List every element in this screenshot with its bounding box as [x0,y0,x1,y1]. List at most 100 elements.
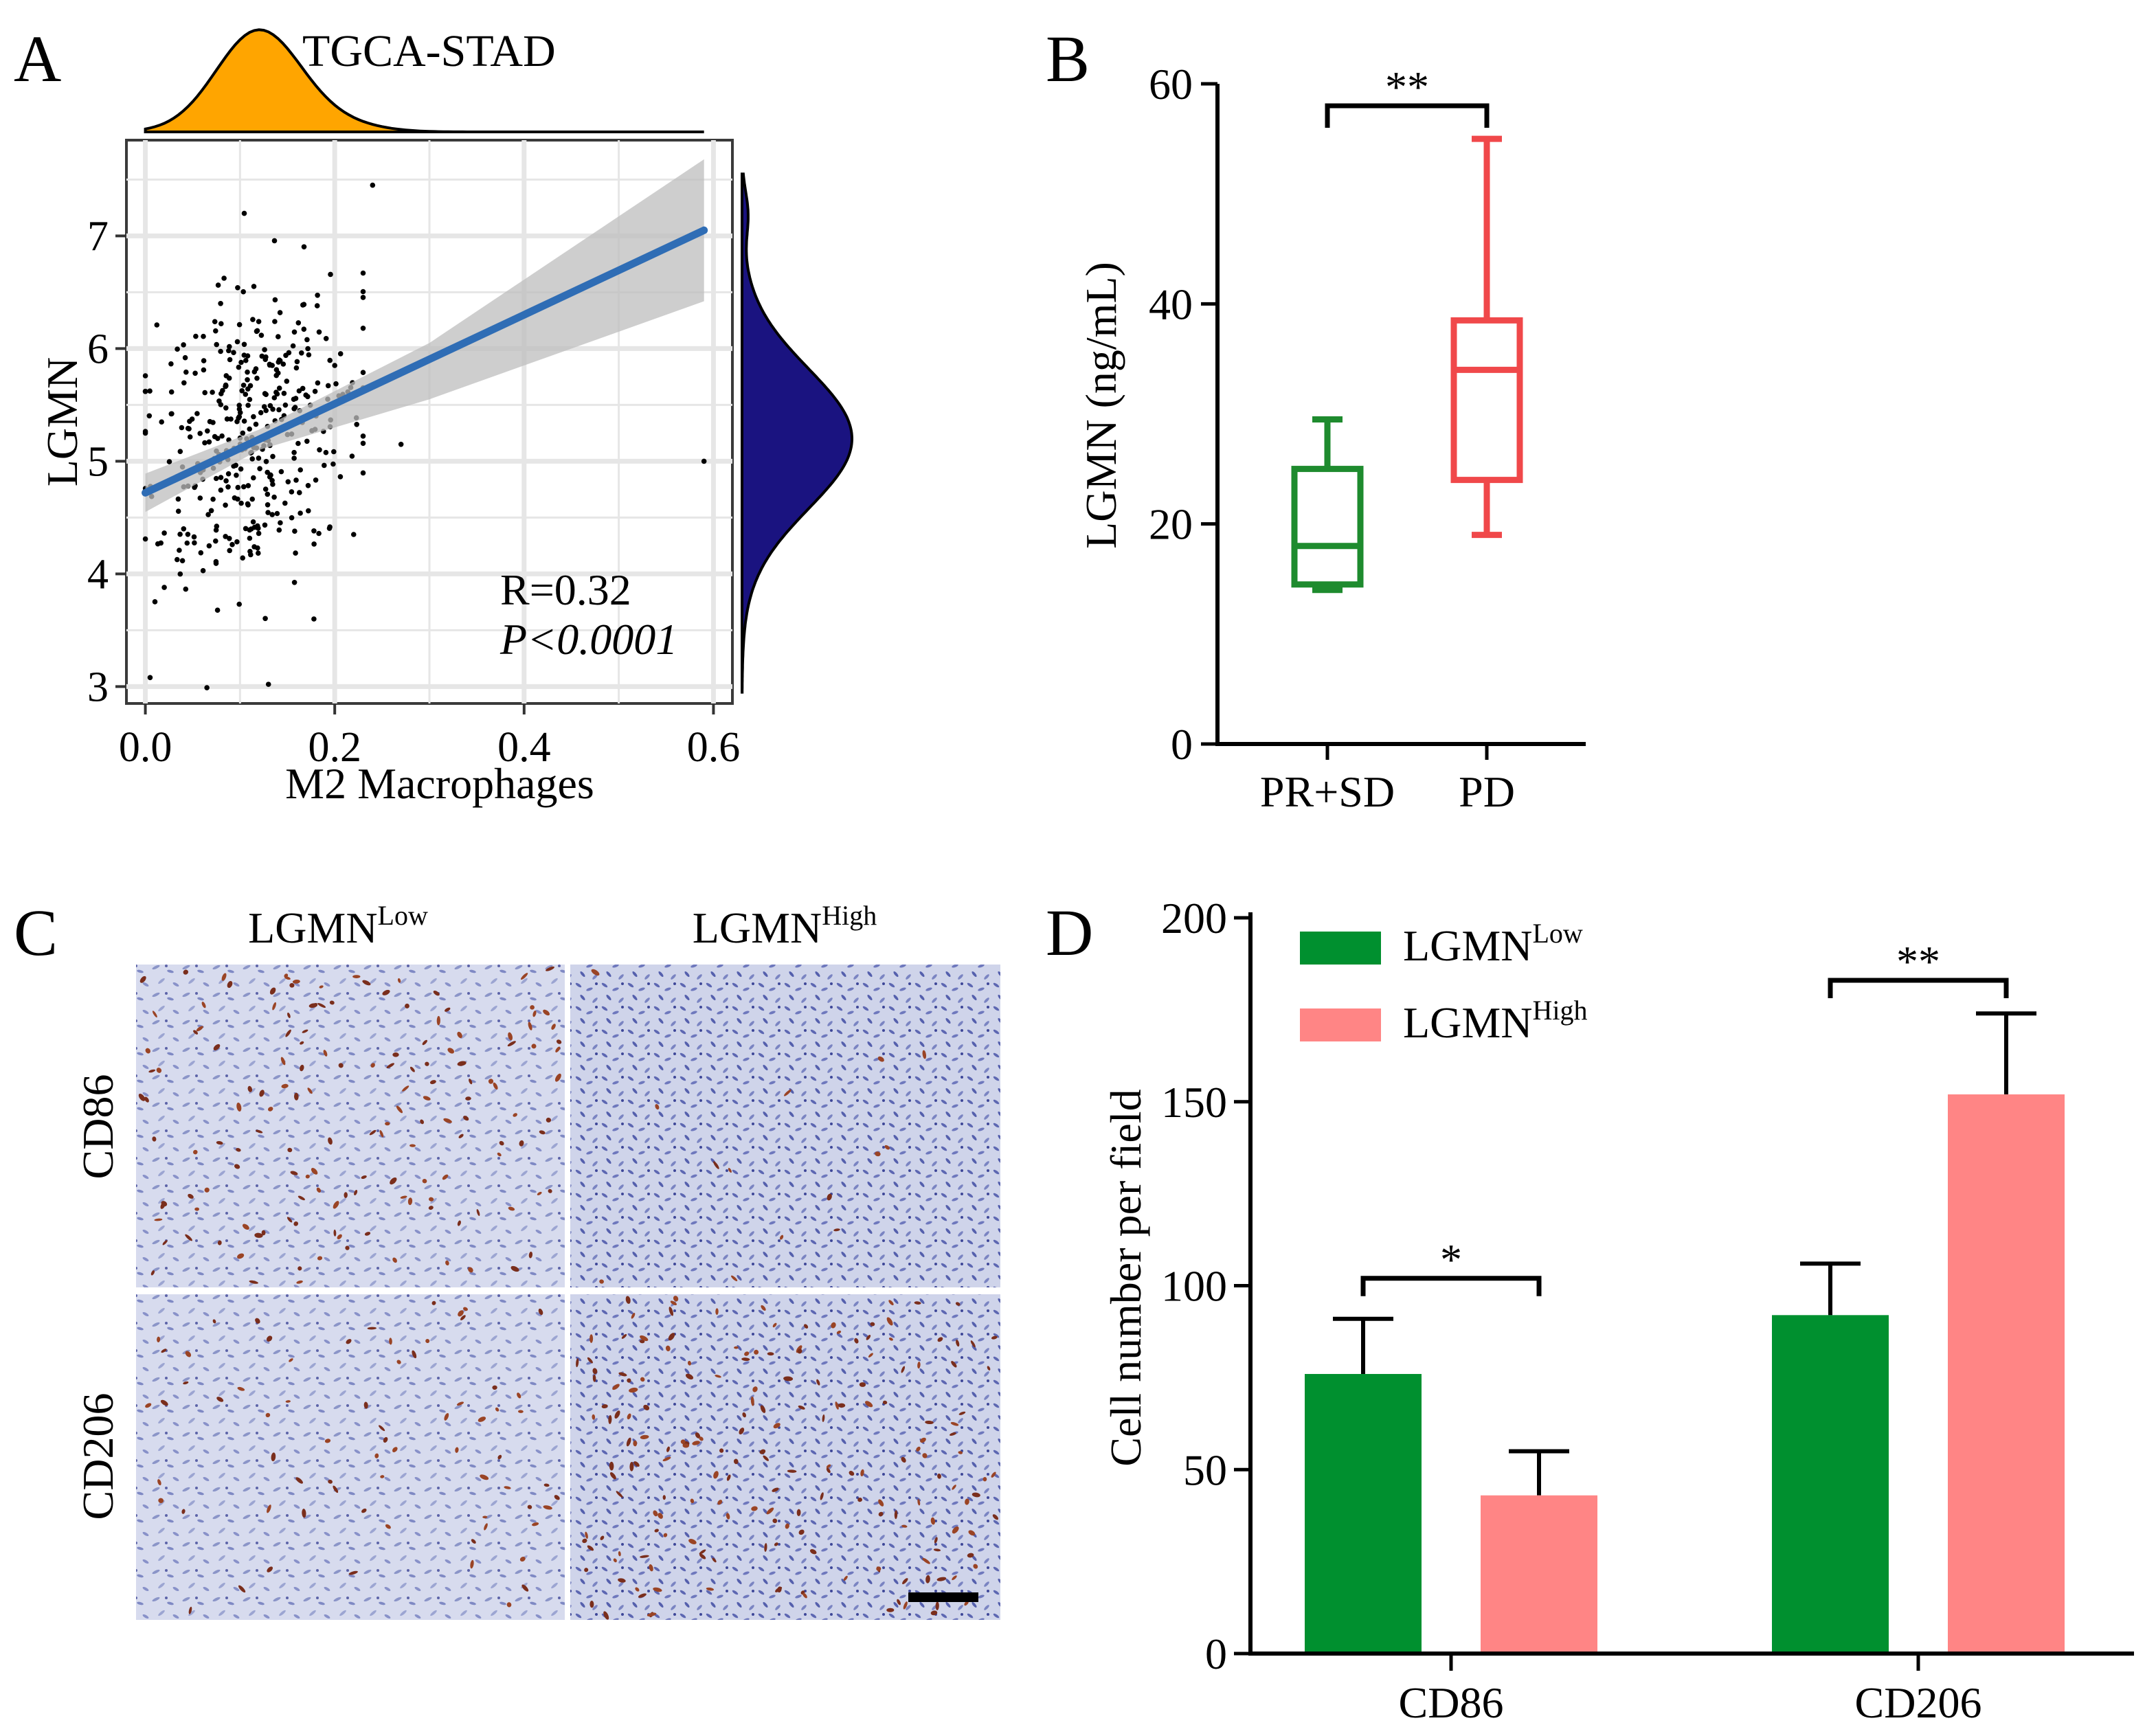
y-tick-label: 50 [1183,1445,1227,1494]
stained-cell [480,1474,489,1480]
stained-cell [237,1253,245,1259]
stained-cell [930,1610,938,1616]
stained-cell [933,1548,941,1552]
stained-cell [285,1400,291,1403]
stained-cell [638,1593,647,1598]
scatter-point [236,414,243,420]
scatter-point [186,426,192,431]
scatter-point [286,350,292,356]
scatter-point [238,500,244,506]
scatter-point [398,442,404,447]
stained-cell [445,1260,449,1266]
stained-cell [510,1265,519,1272]
stained-cell [973,1564,978,1569]
stained-cell [471,1539,476,1544]
scatter-point [229,541,235,548]
scatter-point [223,502,228,508]
stained-cell [626,1437,631,1447]
scatter-point [243,526,249,532]
scatter-point [147,675,153,681]
box-pd [1450,135,1523,539]
scatter-point [223,405,229,411]
stained-cell [470,1559,474,1569]
stained-cell [379,1130,384,1138]
stained-cell [463,1116,469,1121]
stained-cell [204,1187,210,1193]
stained-cell [820,1492,824,1500]
stained-cell [185,1234,192,1241]
scatter-point [218,391,224,396]
stained-cell [878,1511,884,1517]
stained-cell [392,1447,398,1452]
stained-cell [305,1174,310,1179]
stained-cell [809,1548,817,1555]
scatter-point [183,586,189,592]
stained-cell [444,1412,449,1421]
scatter-point [701,458,707,464]
stained-cell [431,1300,436,1305]
stained-cell [317,1003,326,1008]
scatter-point [325,383,331,389]
y-tick-label: 20 [1149,500,1193,549]
scatter-point [238,466,244,472]
stained-cell [528,1022,532,1030]
stained-cell [761,1305,766,1311]
scatter-point [360,326,366,331]
stained-cell [346,1339,352,1344]
scatter-point [253,366,259,372]
stained-cell [831,1322,836,1329]
scatter-point [360,440,366,447]
stained-cell [914,1301,921,1305]
scatter-point [315,293,320,298]
scatter-point [241,210,247,216]
stained-cell [259,1090,265,1097]
stained-cell [639,1340,645,1344]
stained-cell [556,1039,562,1044]
scatter-point [311,528,317,534]
stained-cell [860,1469,864,1477]
scatter-point [245,403,251,408]
stained-cell [333,1229,337,1237]
scatter-point [330,461,336,467]
bar [1948,1094,2065,1652]
scatter-point [185,532,191,537]
y-tick-label: 0 [1205,1630,1227,1678]
stained-cell [397,978,401,983]
stained-cell [589,1334,594,1343]
scatter-point [276,385,282,391]
scatter-point [213,561,219,566]
scatter-point [187,434,193,440]
scatter-point [174,556,180,563]
stained-cell [293,1092,299,1101]
scatter-point [227,357,233,363]
scatter-point [250,519,256,525]
scatter-point [337,351,344,357]
significance-bracket [1828,978,2009,999]
stained-cell [160,1202,166,1209]
significance-label: ** [1385,63,1429,111]
scatter-point [221,275,227,281]
scatter-point [370,182,376,188]
scatter-point [297,510,303,516]
stained-cell [903,1601,908,1610]
scatter-point [142,373,148,379]
stained-cell [385,1524,391,1529]
stained-cell [527,1504,532,1509]
stained-cell [156,1068,162,1073]
scatter-point [192,540,197,545]
stained-cell [680,1439,686,1445]
scatter-point [159,419,164,425]
stained-cell [608,1414,612,1424]
significance-label: * [1440,1235,1462,1284]
stained-cell [592,1368,598,1375]
scatter-point [200,567,206,574]
stained-cell [618,1372,627,1377]
stained-cell [627,1378,631,1383]
scatter-point [293,550,298,556]
scatter-point [228,416,234,422]
stained-cell [692,1441,700,1445]
significance-bracket [1325,103,1490,128]
scatter-point [254,375,260,381]
scatter-point [223,373,229,379]
scatter-point [262,522,268,528]
